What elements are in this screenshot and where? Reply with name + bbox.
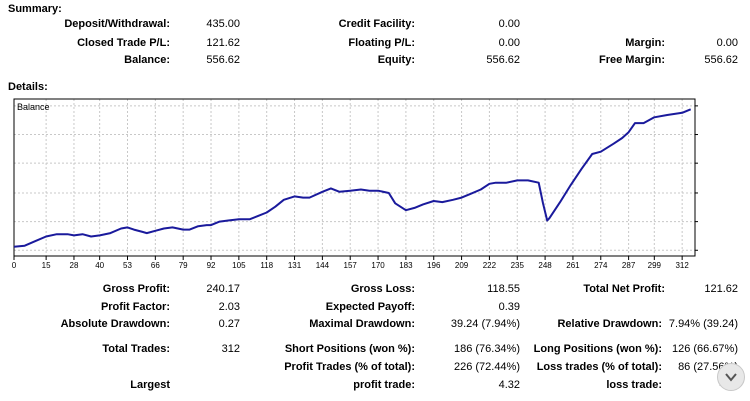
- x-tick-label: 312: [675, 261, 689, 270]
- balance-chart: Balance 0 15 28 40 53 66 79 92 105 118 131 144 157 17…: [12, 98, 698, 270]
- x-tick-label: 196: [427, 261, 441, 270]
- chart-grid: [13, 99, 695, 256]
- summary-label: Equity:: [377, 54, 415, 66]
- x-axis-ticks: 0 15 28 40 53 66 79 92 105 118 131 144 157 170 183 196 2…: [12, 256, 689, 270]
- chevron-down-icon: [725, 373, 737, 382]
- detail-value: 39.24 (7.94%): [450, 318, 520, 330]
- x-tick-label: 53: [123, 261, 132, 270]
- detail-label: Short Positions (won %):: [284, 343, 415, 355]
- plot-frame: [13, 98, 696, 257]
- x-tick-label: 131: [288, 261, 302, 270]
- summary-value: 0.00: [498, 37, 520, 49]
- summary-label: Deposit/Withdrawal:: [64, 18, 170, 30]
- detail-label: Total Trades:: [102, 343, 170, 355]
- x-tick-label: 299: [648, 261, 662, 270]
- balance-series-line: [13, 108, 692, 248]
- detail-value: 186 (76.34%): [453, 343, 520, 355]
- summary-value: 0.00: [716, 37, 738, 49]
- detail-label: Absolute Drawdown:: [60, 318, 170, 330]
- detail-value: 121.62: [704, 283, 738, 295]
- detail-label: Gross Loss:: [350, 283, 415, 295]
- x-tick-label: 235: [511, 261, 525, 270]
- x-tick-label: 144: [316, 261, 330, 270]
- x-tick-label: 40: [95, 261, 104, 270]
- summary-label: Floating P/L:: [348, 37, 415, 49]
- detail-value: 312: [221, 343, 240, 355]
- x-tick-label: 209: [455, 261, 469, 270]
- chart-legend: Balance: [17, 102, 50, 112]
- y-axis-ticks: 429454479505530555: [695, 105, 698, 251]
- detail-label: Gross Profit:: [102, 283, 170, 295]
- x-tick-label: 222: [483, 261, 497, 270]
- x-tick-label: 118: [260, 261, 273, 270]
- detail-label: profit trade:: [353, 379, 415, 391]
- detail-value: 118.55: [487, 283, 520, 295]
- detail-label: Loss trades (% of total):: [536, 361, 662, 373]
- detail-label: Relative Drawdown:: [557, 318, 662, 330]
- x-tick-label: 170: [371, 261, 385, 270]
- x-tick-label: 261: [566, 261, 580, 270]
- summary-label: Closed Trade P/L:: [77, 37, 170, 49]
- detail-label: Profit Trades (% of total):: [284, 361, 415, 373]
- summary-value: 556.62: [704, 54, 738, 66]
- x-tick-label: 0: [12, 261, 17, 270]
- detail-label: Total Net Profit:: [583, 283, 665, 295]
- x-tick-label: 28: [70, 261, 79, 270]
- summary-value: 121.62: [206, 37, 240, 49]
- detail-label: Expected Payoff:: [325, 301, 415, 313]
- x-tick-label: 15: [42, 261, 51, 270]
- detail-label: loss trade:: [606, 379, 662, 391]
- detail-label: Profit Factor:: [100, 301, 170, 313]
- detail-value: 2.03: [218, 301, 240, 313]
- x-tick-label: 92: [207, 261, 216, 270]
- detail-value: 0.39: [498, 301, 520, 313]
- detail-value: 240.17: [206, 283, 240, 295]
- summary-value: 556.62: [486, 54, 520, 66]
- x-tick-label: 66: [151, 261, 160, 270]
- detail-value: 0.27: [218, 318, 240, 330]
- summary-heading: Summary:: [8, 3, 62, 15]
- summary-value: 435.00: [206, 18, 240, 30]
- scroll-indicator[interactable]: [717, 363, 745, 391]
- summary-label: Free Margin:: [598, 54, 665, 66]
- x-tick-label: 105: [232, 261, 246, 270]
- x-tick-label: 183: [399, 261, 413, 270]
- detail-label: Maximal Drawdown:: [309, 318, 415, 330]
- summary-value: 556.62: [206, 54, 240, 66]
- detail-value: 7.94% (39.24): [668, 318, 738, 330]
- x-tick-label: 274: [594, 261, 608, 270]
- detail-value: 4.32: [498, 379, 520, 391]
- detail-label: Long Positions (won %):: [533, 343, 662, 355]
- x-tick-label: 248: [538, 261, 552, 270]
- details-heading: Details:: [8, 81, 48, 93]
- summary-value: 0.00: [498, 18, 520, 30]
- summary-label: Credit Facility:: [338, 18, 415, 30]
- detail-label: Largest: [130, 379, 170, 391]
- summary-label: Balance:: [124, 54, 170, 66]
- x-tick-label: 157: [344, 261, 358, 270]
- x-tick-label: 287: [622, 261, 636, 270]
- x-tick-label: 79: [179, 261, 188, 270]
- summary-label: Margin:: [625, 37, 665, 49]
- detail-value: 226 (72.44%): [453, 361, 520, 373]
- detail-value: 126 (66.67%): [671, 343, 738, 355]
